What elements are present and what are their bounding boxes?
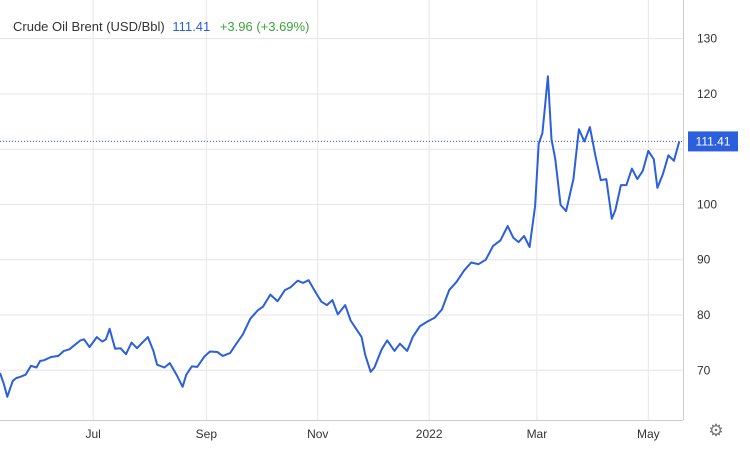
x-tick-label: Jul (85, 427, 100, 441)
y-tick-label: 100 (697, 197, 717, 211)
current-price-tag (688, 131, 738, 152)
x-tick-label: May (637, 427, 660, 441)
x-tick-label: Mar (527, 427, 548, 441)
y-tick-label: 90 (697, 253, 711, 267)
x-tick-label: Nov (307, 427, 328, 441)
current-price-tag-label: 111.41 (696, 134, 731, 148)
price-series-line (0, 75, 681, 398)
x-tick-label: Sep (196, 427, 218, 441)
gear-icon[interactable]: ⚙ (708, 421, 724, 440)
price-change: +3.96 (+3.69%) (219, 19, 310, 34)
y-tick-label: 80 (697, 308, 711, 322)
chart-legend: Crude Oil Brent (USD/Bbl) 111.41 +3.96 (… (13, 19, 309, 34)
instrument-name: Crude Oil Brent (USD/Bbl) (13, 19, 165, 34)
last-price: 111.41 (172, 19, 211, 34)
y-tick-label: 130 (697, 32, 717, 46)
y-tick-label: 120 (697, 87, 717, 101)
x-tick-label: 2022 (416, 427, 443, 441)
y-tick-label: 70 (697, 363, 711, 377)
